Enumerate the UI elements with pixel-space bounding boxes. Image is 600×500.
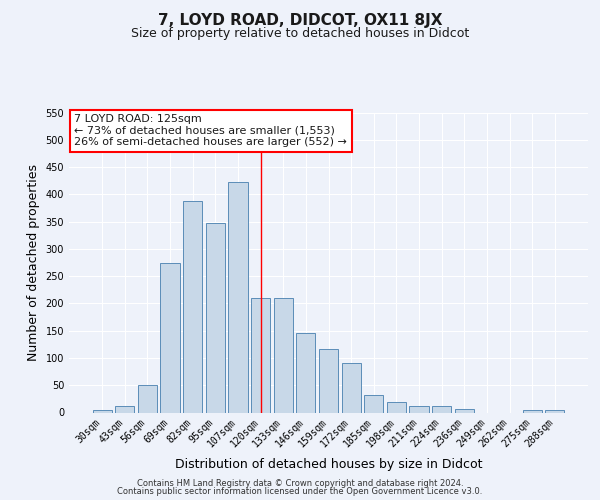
Bar <box>183 201 202 412</box>
Text: Contains HM Land Registry data © Crown copyright and database right 2024.: Contains HM Land Registry data © Crown c… <box>137 478 463 488</box>
Bar <box>160 262 180 412</box>
Bar <box>432 406 451 412</box>
Bar <box>364 395 383 412</box>
Bar <box>409 406 428 412</box>
Bar <box>523 410 542 412</box>
Bar <box>138 385 157 412</box>
Bar <box>545 410 565 412</box>
Bar <box>274 298 293 412</box>
Text: 7 LOYD ROAD: 125sqm
← 73% of detached houses are smaller (1,553)
26% of semi-det: 7 LOYD ROAD: 125sqm ← 73% of detached ho… <box>74 114 347 147</box>
Bar <box>319 349 338 412</box>
Text: Size of property relative to detached houses in Didcot: Size of property relative to detached ho… <box>131 28 469 40</box>
X-axis label: Distribution of detached houses by size in Didcot: Distribution of detached houses by size … <box>175 458 482 470</box>
Bar <box>455 409 474 412</box>
Bar <box>229 182 248 412</box>
Bar <box>296 334 316 412</box>
Bar <box>115 406 134 412</box>
Bar <box>251 298 270 412</box>
Bar <box>387 402 406 412</box>
Text: Contains public sector information licensed under the Open Government Licence v3: Contains public sector information licen… <box>118 487 482 496</box>
Text: 7, LOYD ROAD, DIDCOT, OX11 8JX: 7, LOYD ROAD, DIDCOT, OX11 8JX <box>158 12 442 28</box>
Bar <box>92 410 112 412</box>
Bar <box>206 222 225 412</box>
Y-axis label: Number of detached properties: Number of detached properties <box>27 164 40 361</box>
Bar <box>341 364 361 412</box>
